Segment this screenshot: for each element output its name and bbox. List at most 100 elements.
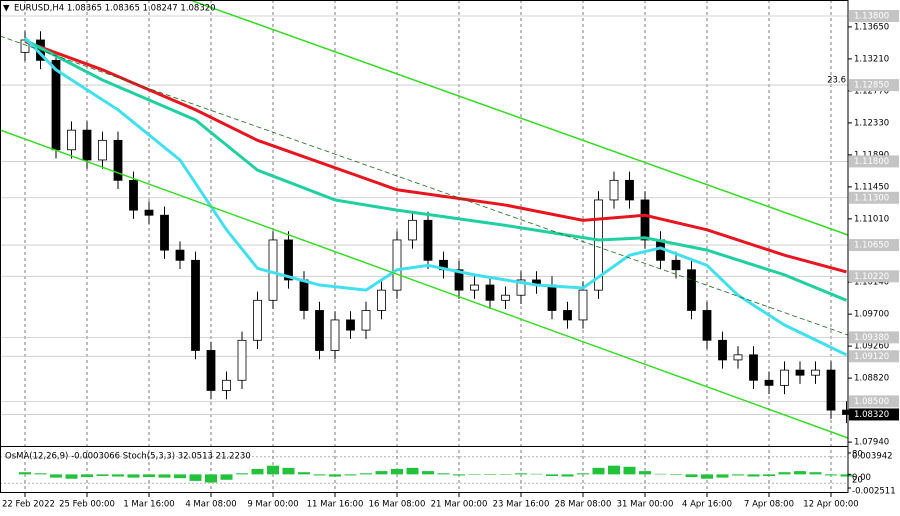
osma-bar: [484, 474, 496, 475]
osma-bar: [112, 474, 124, 477]
osma-bar: [840, 474, 853, 477]
x-tick-label: 12 Apr 00:00: [803, 500, 858, 510]
candle-body: [811, 369, 820, 376]
y-tick-label: 1.13650: [854, 22, 889, 32]
osma-bar: [499, 474, 512, 475]
level-box: [849, 408, 899, 421]
x-tick-label: 31 Mar 00:00: [617, 500, 674, 510]
x-tick-label: 11 Mar 16:00: [307, 500, 364, 510]
level-label: 1.09120: [854, 352, 889, 362]
osma-bar: [81, 474, 93, 478]
y-tick-label: -0.002511: [852, 486, 896, 496]
candle-body: [284, 239, 293, 281]
stoch-tick-label: 80: [852, 449, 863, 459]
osma-bar: [267, 465, 279, 475]
channel-line: [189, 0, 849, 236]
candle-body: [795, 369, 805, 376]
candle-body: [702, 310, 712, 341]
y-tick-label: 1.09700: [854, 310, 889, 320]
y-tick-label: 1.11010: [854, 214, 889, 224]
osma-bar: [174, 474, 186, 479]
x-tick-label: 16 Mar 08:00: [369, 500, 426, 510]
candle-body: [749, 354, 758, 381]
candle-body: [516, 279, 526, 296]
osma-bar: [298, 472, 310, 475]
candle-body: [780, 369, 789, 386]
candle-body: [485, 284, 495, 301]
candle-body: [454, 269, 464, 291]
level-box: [849, 331, 899, 344]
level-box: [849, 350, 899, 363]
osma-bar: [220, 474, 233, 480]
level-label: 1.11800: [854, 157, 889, 167]
osma-bar: [406, 467, 419, 475]
candle-body: [237, 339, 247, 381]
level-box: [849, 79, 899, 92]
osma-bar: [143, 474, 155, 478]
candle-body: [82, 129, 92, 161]
osma-bar: [158, 474, 171, 478]
candle-body: [160, 214, 169, 251]
osma-bar: [747, 474, 760, 477]
candle-body: [377, 289, 386, 311]
candle-body: [470, 284, 479, 291]
candle-body: [268, 239, 278, 301]
plot-frame: [0, 0, 849, 493]
candle-body: [222, 379, 231, 391]
osma-bar: [282, 467, 295, 475]
candle-body: [253, 299, 262, 341]
candle-body: [299, 279, 309, 311]
osma-bar: [778, 472, 791, 475]
x-tick-label: 22 Feb 2022: [2, 500, 55, 510]
osma-bar: [313, 474, 326, 476]
osma-bar: [19, 472, 31, 475]
candle-body: [718, 339, 727, 361]
candle-body: [392, 239, 402, 291]
osma-bar: [670, 474, 682, 475]
osma-bar: [34, 473, 47, 475]
osma-bar: [732, 474, 744, 476]
candle-body: [547, 284, 557, 311]
osma-bar: [391, 468, 403, 475]
candle-body: [671, 259, 681, 271]
candle-body: [330, 319, 340, 351]
y-tick-label: 1.10140: [854, 278, 889, 288]
level-box: [849, 239, 899, 252]
candle-body: [315, 310, 324, 351]
osma-bar: [375, 471, 388, 475]
x-tick-label: 21 Mar 00:00: [431, 500, 488, 510]
y-tick-label: 1.08820: [854, 374, 889, 384]
osma-bar: [437, 473, 450, 475]
x-tick-label: 9 Mar 00:00: [247, 500, 298, 510]
stoch-tick-label: 20: [852, 476, 863, 486]
x-tick-label: 7 Apr 08:00: [744, 500, 794, 510]
candle-body: [144, 209, 154, 216]
osma-bar: [639, 471, 651, 475]
menu-arrow[interactable]: ▼: [3, 4, 10, 14]
level-label: 1.13800: [854, 11, 889, 21]
candle-body: [175, 249, 185, 261]
x-tick-label: 25 Feb 00:00: [59, 500, 115, 510]
level-label: 1.12850: [854, 81, 889, 91]
x-tick-label: 1 Mar 16:00: [123, 500, 174, 510]
candle-body: [594, 199, 603, 291]
y-tick-label: 1.12330: [854, 118, 889, 128]
osma-bar: [453, 474, 465, 476]
y-tick-label: 0.003942: [852, 451, 893, 461]
osma-bar: [623, 466, 636, 475]
level-box: [849, 191, 899, 204]
candle-body: [625, 179, 634, 201]
y-tick-label: 1.07940: [854, 438, 889, 448]
level-label: 1.08500: [854, 397, 889, 407]
candle-body: [113, 139, 123, 181]
osma-bar: [422, 471, 434, 475]
y-tick-label: 1.12770: [854, 86, 889, 96]
osma-bar: [50, 474, 62, 478]
osma-bar: [716, 474, 729, 478]
candle-body: [609, 179, 619, 201]
candle-body: [98, 139, 107, 161]
osma-bar: [236, 473, 248, 475]
osma-bar: [515, 473, 527, 475]
